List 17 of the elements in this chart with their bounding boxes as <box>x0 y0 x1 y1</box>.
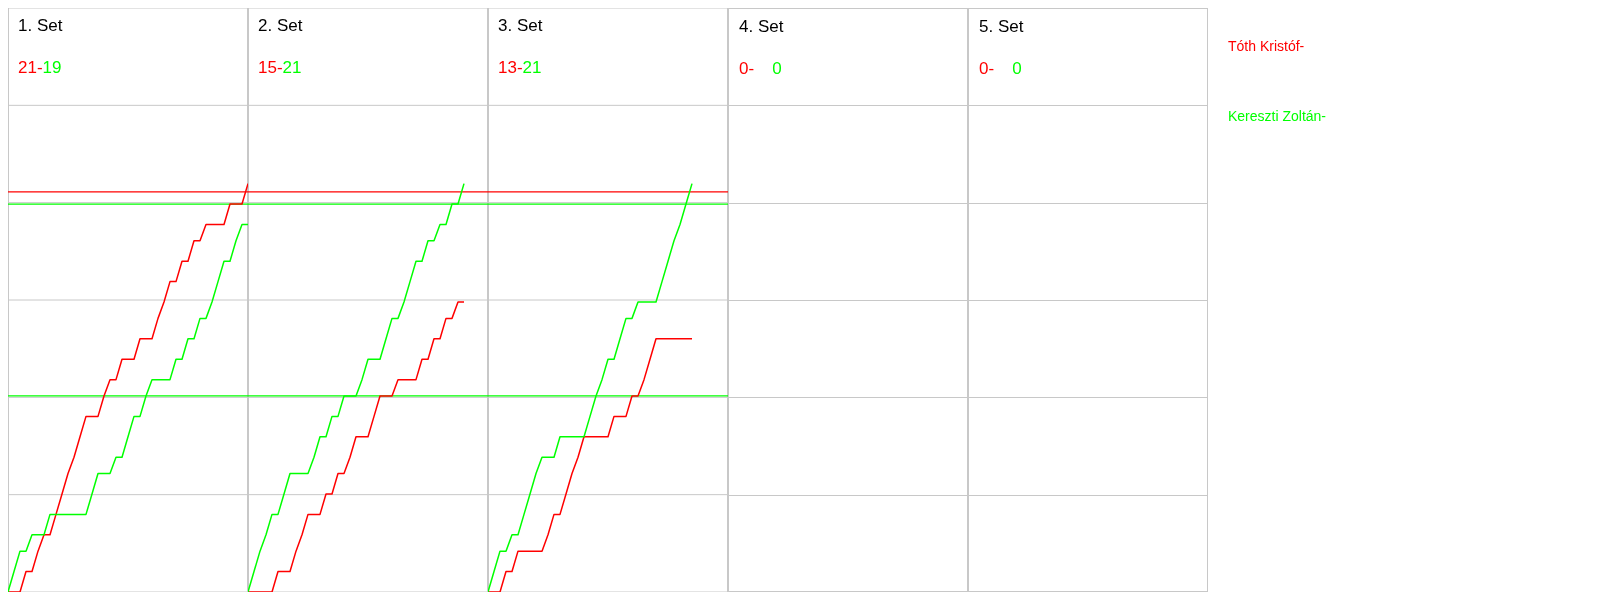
chart-title: 2. Set <box>258 16 303 36</box>
text: 5. Set <box>979 17 1024 37</box>
text: 21 <box>522 58 542 78</box>
text: Tóth Kristóf- <box>1228 38 1306 56</box>
text: 4. Set <box>739 17 784 37</box>
text: 0- <box>979 59 995 79</box>
text: 0- <box>739 59 755 79</box>
chart-title: 3. Set <box>498 16 543 36</box>
text: 15- <box>258 58 283 78</box>
text: 0 <box>772 59 782 79</box>
chart-title: 1. Set <box>18 16 63 36</box>
text: 21- <box>18 58 43 78</box>
text: 0 <box>1012 59 1022 79</box>
text: 13- <box>498 58 523 78</box>
text: Kereszti Zoltán- <box>1228 108 1327 126</box>
text: 21 <box>282 58 302 78</box>
text: 19 <box>42 58 62 78</box>
